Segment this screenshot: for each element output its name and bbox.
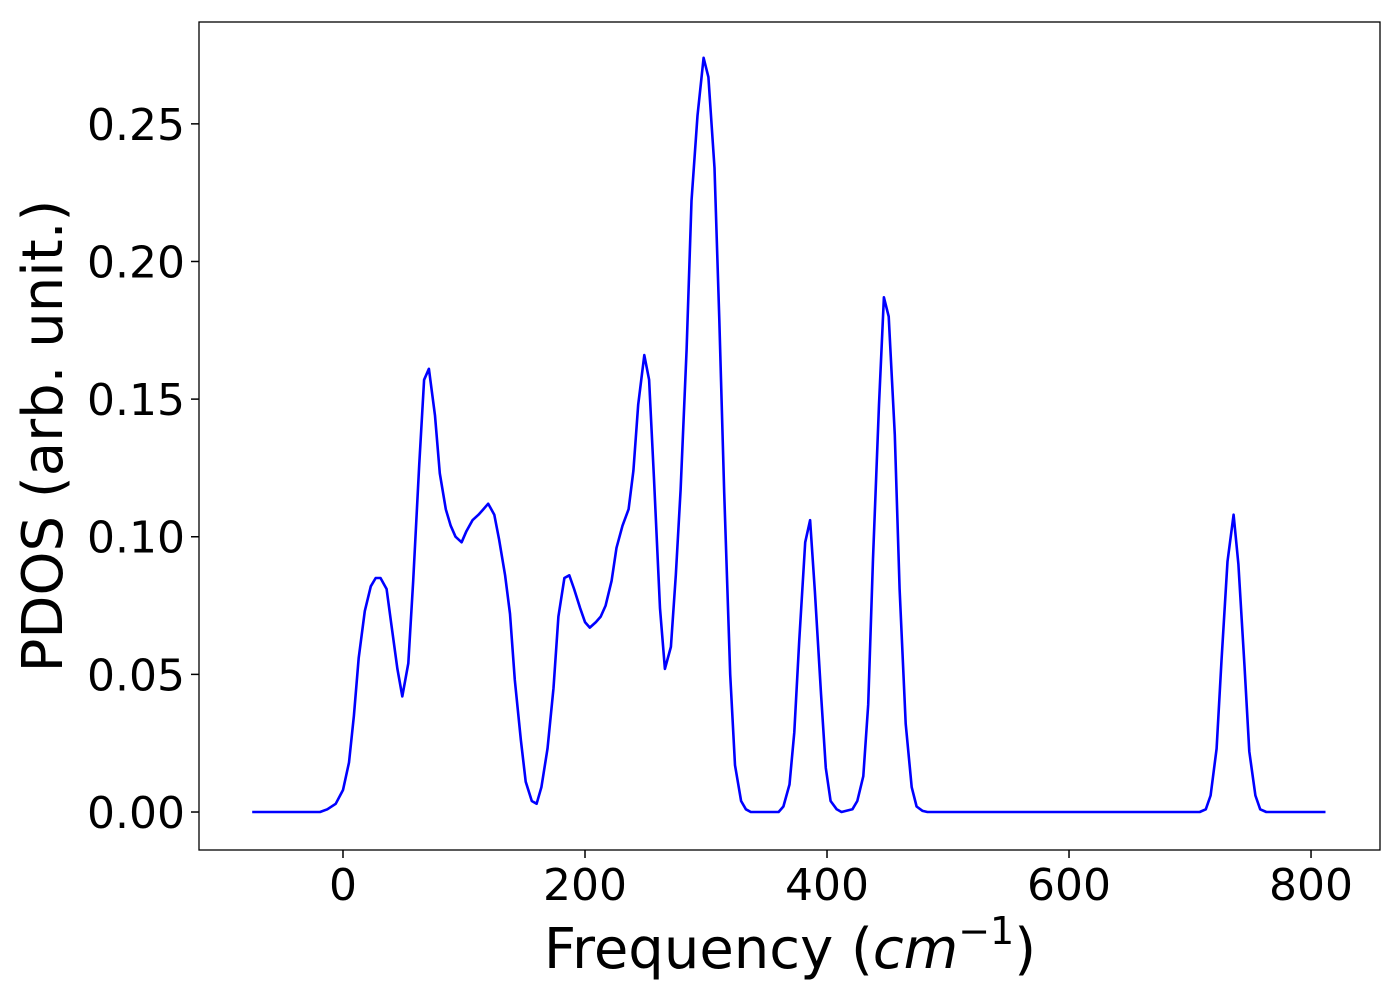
y-tick-label: 0.15 xyxy=(87,375,185,426)
x-label-close: ) xyxy=(1014,917,1036,982)
x-label-unit: cm xyxy=(873,917,958,982)
y-tick-label: 0.10 xyxy=(87,513,185,564)
x-tick-label: 200 xyxy=(543,860,627,911)
x-label-text: Frequency ( xyxy=(544,917,873,982)
y-tick-label: 0.25 xyxy=(87,100,185,151)
x-tick-label: 600 xyxy=(1027,860,1111,911)
x-tick-label: 800 xyxy=(1269,860,1353,911)
y-tick-label: 0.05 xyxy=(87,650,185,701)
x-label-exponent: −1 xyxy=(958,909,1014,953)
x-tick-label: 400 xyxy=(785,860,869,911)
plot-frame xyxy=(198,21,1381,851)
y-axis-label: PDOS (arb. unit.) xyxy=(11,200,76,673)
data-line xyxy=(252,56,1326,814)
x-tick-label: 0 xyxy=(329,860,357,911)
y-tick-label: 0.20 xyxy=(87,237,185,288)
x-axis-label: Frequency (cm−1) xyxy=(544,909,1036,982)
y-tick-label: 0.00 xyxy=(87,788,185,839)
